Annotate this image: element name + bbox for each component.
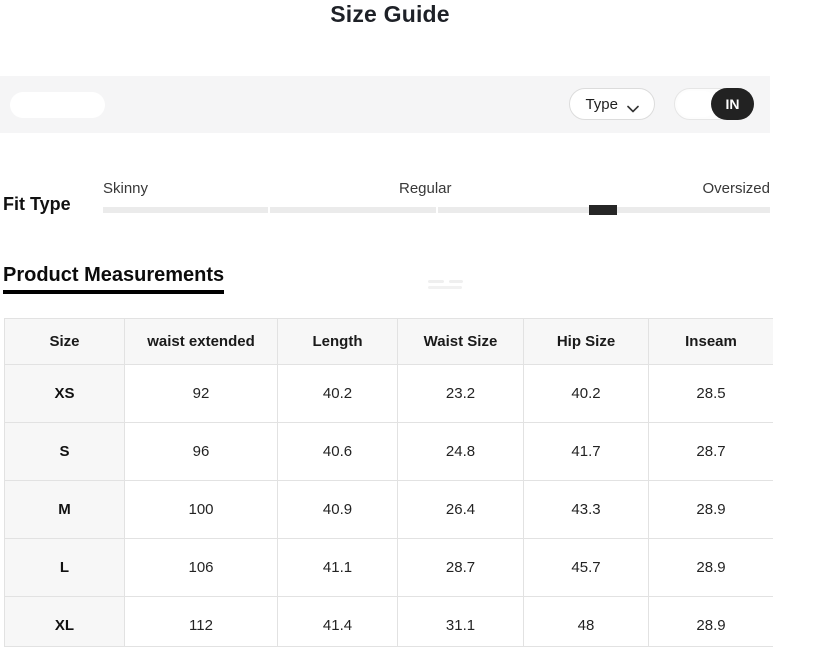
fit-type-label: Fit Type [3,194,71,214]
page-title: Size Guide [330,1,450,27]
column-header-inseam: Inseam [648,318,773,365]
cell: 45.7 [523,538,649,597]
cell: 43.3 [523,480,649,539]
toolbar-controls: Type IN [569,88,754,120]
cell: 40.2 [277,364,398,423]
slider-segment [103,207,269,213]
type-dropdown-button[interactable]: Type [569,88,655,120]
column-header-hip-size: Hip Size [523,318,649,365]
unit-toggle-selected[interactable]: IN [711,88,754,120]
slider-segment [604,207,770,213]
unit-toggle-off-side[interactable] [677,91,717,117]
cell: 24.8 [397,422,524,481]
cell: 28.9 [648,596,773,646]
fit-type-scale-labels: Skinny Regular Oversized [103,180,770,197]
column-header-waist-extended: waist extended [124,318,278,365]
cell: 41.4 [277,596,398,646]
table-row: S 96 40.6 24.8 41.7 28.7 [4,422,773,481]
skeleton-pill [10,92,105,118]
cell: 28.9 [648,538,773,597]
size-label: S [4,422,125,481]
cell: 92 [124,364,278,423]
table-row: XS 92 40.2 23.2 40.2 28.5 [4,364,773,423]
fit-type-marker[interactable] [589,205,618,215]
faint-placeholder-marks [428,280,470,289]
size-label: XS [4,364,125,423]
table-row: L 106 41.1 28.7 45.7 28.9 [4,538,773,597]
cell: 48 [523,596,649,646]
cell: 26.4 [397,480,524,539]
chevron-down-icon [627,100,639,113]
cell: 28.9 [648,480,773,539]
toolbar: Type IN [0,76,770,133]
cell: 41.7 [523,422,649,481]
size-label: XL [4,596,125,646]
type-dropdown-label: Type [585,95,618,113]
cell: 40.9 [277,480,398,539]
cell: 96 [124,422,278,481]
measurements-heading: Product Measurements [3,264,225,294]
size-label: L [4,538,125,597]
column-header-length: Length [277,318,398,365]
column-header-size: Size [4,318,125,365]
fit-type-option-oversized: Oversized [702,180,770,197]
cell: 28.7 [648,422,773,481]
fit-type-option-skinny: Skinny [103,180,149,197]
unit-toggle[interactable]: IN [674,88,754,120]
cell: 40.2 [523,364,649,423]
cell: 41.1 [277,538,398,597]
cell: 31.1 [397,596,524,646]
cell: 23.2 [397,364,524,423]
cell: 28.5 [648,364,773,423]
fit-type-option-regular: Regular [398,180,452,197]
cell: 112 [124,596,278,646]
table-row: M 100 40.9 26.4 43.3 28.9 [4,480,773,539]
cell: 100 [124,480,278,539]
cell: 106 [124,538,278,597]
size-label: M [4,480,125,539]
slider-segment [437,207,603,213]
measurements-table: Size waist extended Length Waist Size Hi… [4,318,773,646]
slider-segment [270,207,436,213]
table-row: XL 112 41.4 31.1 48 28.9 [4,596,773,646]
cell: 40.6 [277,422,398,481]
fit-type-slider-track[interactable] [103,205,770,215]
column-header-waist-size: Waist Size [397,318,524,365]
table-header-row: Size waist extended Length Waist Size Hi… [4,318,773,365]
cell: 28.7 [397,538,524,597]
measurements-table-container: Size waist extended Length Waist Size Hi… [4,318,773,647]
